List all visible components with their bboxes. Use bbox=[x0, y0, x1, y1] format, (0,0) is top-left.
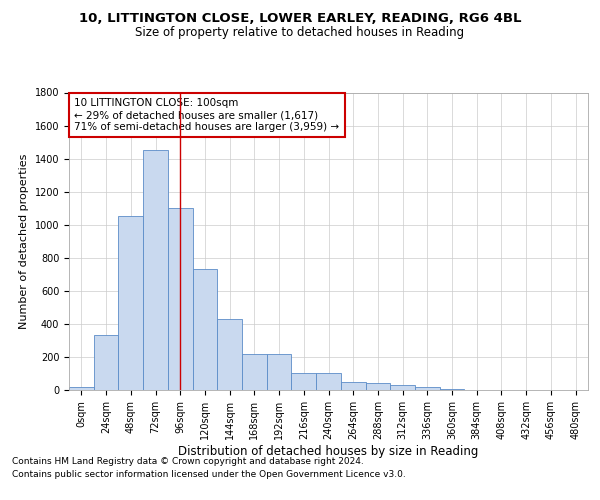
Text: 10 LITTINGTON CLOSE: 100sqm
← 29% of detached houses are smaller (1,617)
71% of : 10 LITTINGTON CLOSE: 100sqm ← 29% of det… bbox=[74, 98, 340, 132]
X-axis label: Distribution of detached houses by size in Reading: Distribution of detached houses by size … bbox=[178, 444, 479, 458]
Bar bbox=[168, 208, 193, 390]
Y-axis label: Number of detached properties: Number of detached properties bbox=[19, 154, 29, 329]
Bar bbox=[341, 382, 365, 390]
Text: Contains public sector information licensed under the Open Government Licence v3: Contains public sector information licen… bbox=[12, 470, 406, 479]
Bar bbox=[415, 387, 440, 390]
Text: Size of property relative to detached houses in Reading: Size of property relative to detached ho… bbox=[136, 26, 464, 39]
Bar bbox=[267, 354, 292, 390]
Bar bbox=[69, 386, 94, 390]
Bar bbox=[143, 150, 168, 390]
Bar bbox=[94, 336, 118, 390]
Bar bbox=[316, 374, 341, 390]
Bar bbox=[390, 385, 415, 390]
Bar bbox=[292, 374, 316, 390]
Bar bbox=[193, 270, 217, 390]
Bar bbox=[242, 354, 267, 390]
Bar bbox=[217, 319, 242, 390]
Text: 10, LITTINGTON CLOSE, LOWER EARLEY, READING, RG6 4BL: 10, LITTINGTON CLOSE, LOWER EARLEY, READ… bbox=[79, 12, 521, 26]
Text: Contains HM Land Registry data © Crown copyright and database right 2024.: Contains HM Land Registry data © Crown c… bbox=[12, 458, 364, 466]
Bar bbox=[440, 388, 464, 390]
Bar bbox=[118, 216, 143, 390]
Bar bbox=[365, 384, 390, 390]
